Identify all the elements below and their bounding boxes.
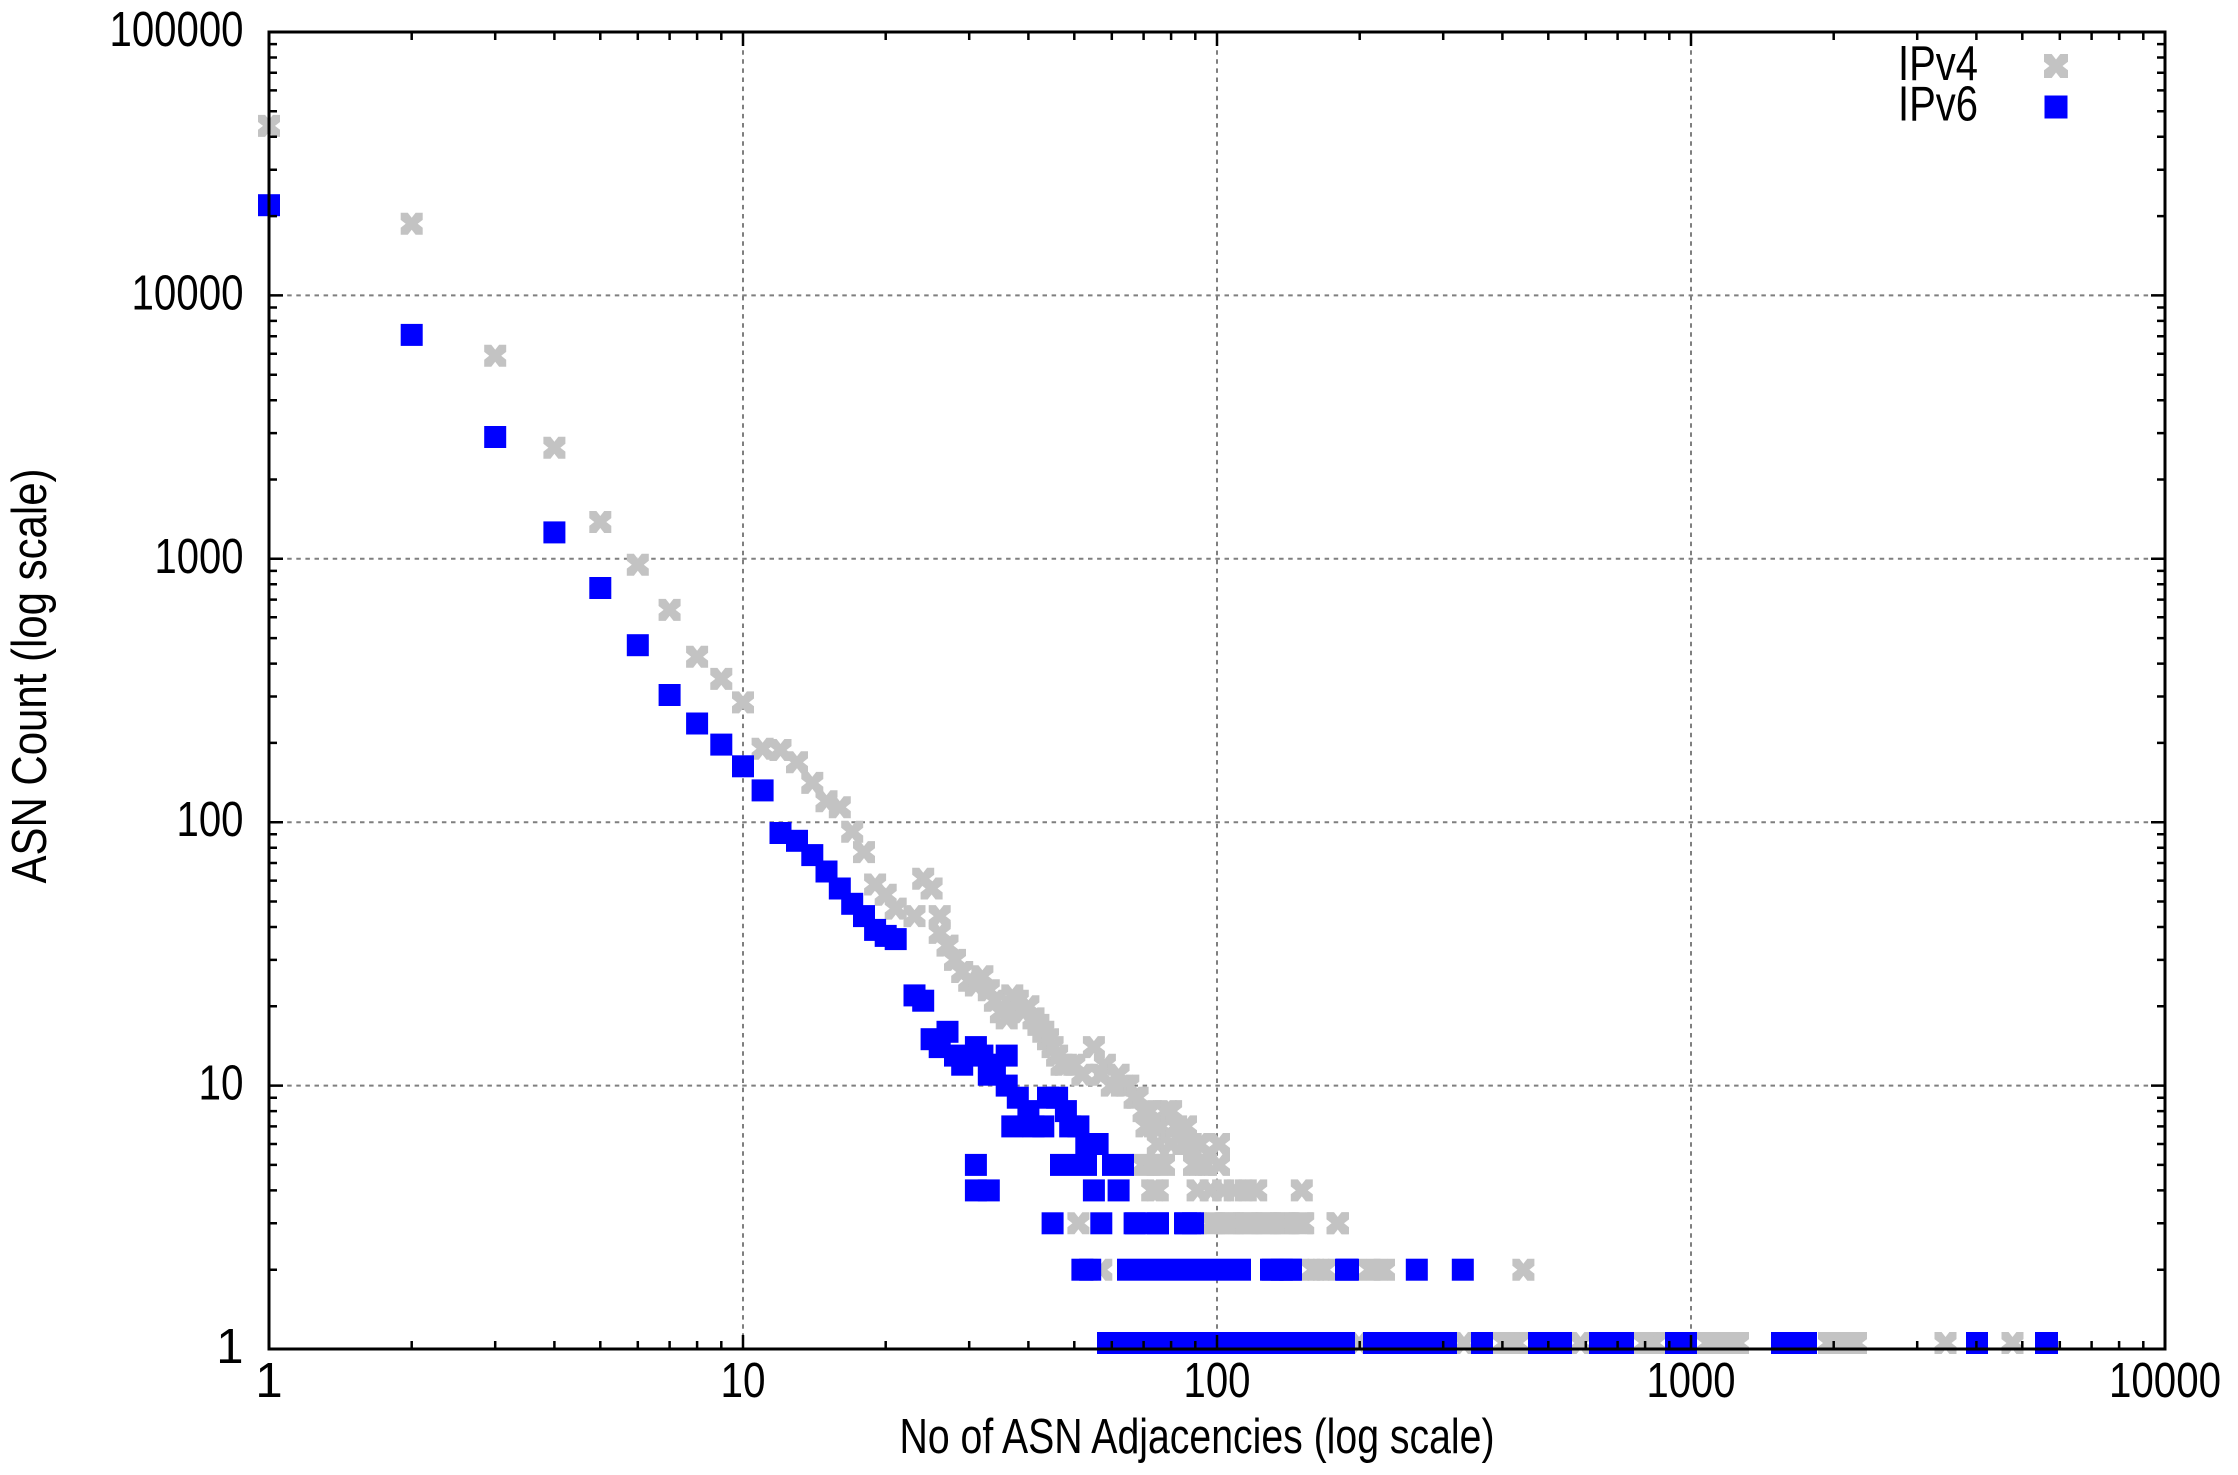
svg-text:IPv4: IPv4 (1898, 37, 1978, 91)
svg-text:10: 10 (721, 1354, 766, 1408)
svg-text:100: 100 (177, 793, 244, 847)
svg-text:100000: 100000 (110, 3, 244, 57)
svg-text:1: 1 (216, 1320, 243, 1374)
svg-text:ASN Count (log scale): ASN Count (log scale) (3, 469, 57, 884)
svg-text:IPv6: IPv6 (1898, 78, 1978, 132)
svg-text:10: 10 (199, 1057, 244, 1111)
svg-text:100: 100 (1184, 1354, 1251, 1408)
svg-text:10000: 10000 (132, 266, 244, 320)
svg-text:1000: 1000 (1647, 1354, 1736, 1408)
svg-text:No of ASN Adjacencies (log sca: No of ASN Adjacencies (log scale) (900, 1410, 1495, 1464)
svg-text:1: 1 (255, 1354, 282, 1408)
svg-text:10000: 10000 (2109, 1354, 2221, 1408)
svg-text:1000: 1000 (155, 530, 244, 584)
